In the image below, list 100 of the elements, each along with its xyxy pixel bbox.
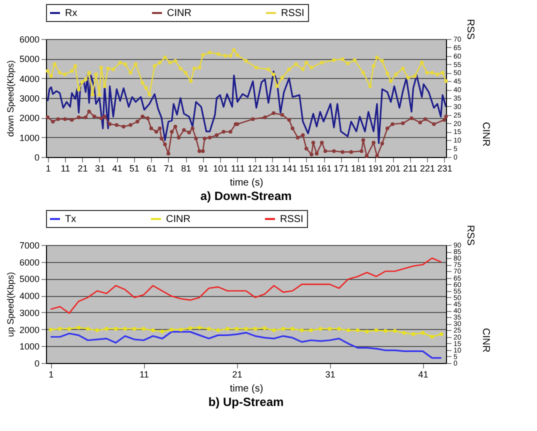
x-tick-label: 181 [351, 164, 366, 174]
point [412, 332, 416, 336]
y-tick-label: 3000 [19, 94, 40, 104]
legend-label: RSSI [281, 8, 304, 19]
point [356, 328, 360, 332]
point [374, 328, 378, 332]
point [420, 330, 425, 335]
point [272, 328, 276, 332]
point [86, 327, 90, 331]
x-tick-label: 121 [248, 164, 263, 174]
legend-label: RSSI [280, 214, 304, 225]
x-tick-label: 21 [78, 164, 88, 174]
x-tick-label: 51 [129, 164, 140, 174]
text: CINR [480, 122, 491, 146]
point [309, 328, 313, 332]
y-tick-label: 7000 [19, 240, 40, 250]
line-series [46, 70, 446, 144]
point [328, 327, 332, 331]
text: b) Up-Stream [208, 395, 284, 409]
point [384, 329, 388, 333]
point [337, 327, 341, 331]
point [290, 327, 294, 331]
text: a) Down-Stream [200, 189, 292, 203]
x-tick-label: 91 [198, 164, 208, 174]
x-tick-label: 31 [94, 164, 105, 174]
point [114, 327, 118, 331]
x-tick-label: 201 [386, 164, 401, 174]
text: CINR [480, 328, 491, 352]
point [430, 334, 434, 339]
y-tick-label: 3000 [19, 308, 40, 318]
x-tick-label: 11 [140, 370, 149, 380]
y-tick-label: 6000 [19, 257, 40, 268]
x-tick-label: 161 [316, 164, 332, 174]
y2-axis-title: RSS [464, 18, 476, 40]
x-tick-label: 231 [437, 164, 452, 174]
point [132, 327, 136, 331]
point [170, 328, 174, 332]
x-tick-label: 111 [231, 164, 245, 174]
point [402, 330, 406, 335]
y-axis-title: down Speed(Kbps) [5, 60, 16, 137]
x-axis-title: time (s) [230, 178, 264, 188]
point [300, 328, 304, 332]
y-tick-label: 2000 [19, 324, 40, 335]
y-tick-label: 5000 [19, 54, 40, 64]
y-tick-label: 0 [34, 152, 40, 162]
x-tick-label: 151 [299, 164, 314, 174]
point [365, 330, 369, 334]
x-tick-label: 11 [60, 164, 70, 174]
point [142, 327, 146, 331]
point [262, 326, 266, 330]
x-tick-label: 1 [46, 164, 51, 174]
point [198, 326, 202, 330]
x-tick-label: 61 [146, 164, 157, 174]
x-tick-label: 141 [282, 164, 298, 174]
y-tick-label: 1000 [19, 132, 40, 143]
point [439, 332, 444, 336]
point [95, 328, 100, 332]
x-axis-title: time (s) [230, 384, 264, 394]
point [318, 327, 322, 331]
y-tick-label: 6000 [19, 34, 40, 44]
x-tick-label: 71 [164, 164, 174, 174]
x-tick-label: 191 [368, 164, 384, 174]
point [104, 327, 108, 331]
x-tick-label: 41 [418, 370, 428, 380]
point [123, 327, 127, 331]
point [67, 327, 72, 331]
x-tick-label: 31 [325, 370, 336, 380]
point [58, 327, 62, 331]
point [206, 327, 211, 331]
y2-axis-title: RSS [464, 224, 476, 246]
y-tick-label: 4000 [19, 74, 40, 84]
legend-label: CINR [166, 214, 190, 225]
point [179, 328, 183, 332]
legend-label: Tx [65, 214, 76, 225]
point [188, 326, 192, 330]
point [76, 326, 80, 330]
x-tick-label: 221 [420, 164, 436, 174]
point [160, 330, 164, 334]
x-tick-label: 81 [181, 164, 192, 174]
point [244, 327, 248, 331]
x-tick-label: 131 [264, 164, 280, 174]
x-tick-label: 211 [403, 164, 418, 174]
y-tick-label: 2000 [19, 113, 40, 124]
point [216, 328, 220, 332]
point [281, 327, 286, 331]
x-tick-label: 101 [213, 164, 228, 174]
point [48, 328, 53, 332]
x-tick-label: 171 [334, 164, 349, 174]
x-tick-label: 1 [48, 370, 54, 380]
y-tick-label: 5000 [19, 274, 40, 284]
point [234, 327, 239, 331]
legend-label: CINR [167, 8, 192, 19]
x-tick-label: 41 [112, 164, 122, 174]
point [226, 327, 230, 331]
point [253, 327, 258, 331]
line-series [50, 257, 442, 314]
x-tick-label: 21 [232, 370, 242, 380]
legend-label: Rx [65, 8, 78, 19]
y-tick-label: 4000 [19, 291, 40, 302]
point [346, 328, 350, 332]
